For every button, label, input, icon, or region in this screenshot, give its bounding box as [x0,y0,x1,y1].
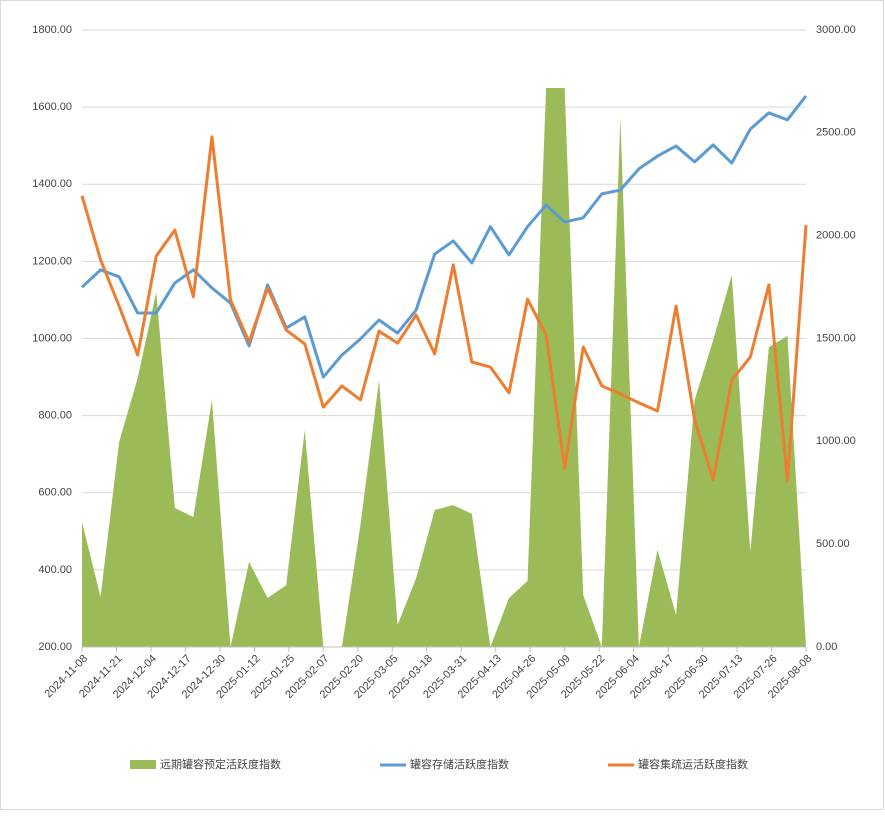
y-tick-label: 400.00 [38,564,72,576]
y-tick-label: 1200.00 [32,255,72,267]
legend-label: 罐容集疏运活跃度指数 [638,757,748,771]
legend-swatch [130,760,156,769]
y2-tick-label: 1500.00 [816,332,856,344]
area [82,87,806,648]
y-tick-label: 200.00 [38,641,72,653]
y2-tick-label: 3000.00 [816,24,856,36]
y2-tick-label: 2000.00 [816,230,856,242]
y2-tick-label: 2500.00 [816,127,856,139]
y2-tick-label: 0.00 [816,641,837,653]
y2-tick-label: 1000.00 [816,435,856,447]
legend-label: 罐容存储活跃度指数 [410,757,509,771]
y2-tick-label: 500.00 [816,538,850,550]
legend-label: 远期罐容预定活跃度指数 [160,757,281,771]
y-tick-label: 1000.00 [32,332,72,344]
y-tick-label: 1800.00 [32,24,72,36]
line [80,135,808,483]
line [80,95,808,379]
y-tick-label: 1600.00 [32,101,72,113]
y-tick-label: 800.00 [38,410,72,422]
y-tick-label: 1400.00 [32,178,72,190]
y-tick-label: 600.00 [38,487,72,499]
